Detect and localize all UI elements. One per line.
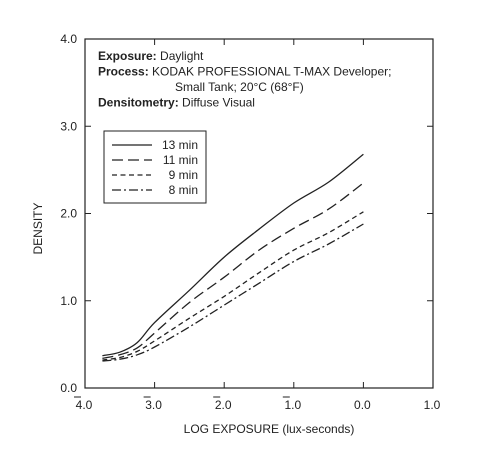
info-line-value: Daylight	[157, 49, 204, 63]
info-line-value: Small Tank; 20°C (68°F)	[175, 80, 304, 94]
info-line: Exposure: Daylight	[98, 49, 204, 63]
y-tick-label: 1.0	[60, 294, 77, 308]
legend-label: 9 min	[169, 168, 198, 182]
series-line-11-min	[102, 182, 364, 359]
x-axis-title: LOG EXPOSURE (lux-seconds)	[184, 422, 355, 436]
info-line: Small Tank; 20°C (68°F)	[175, 80, 304, 94]
y-axis-title: DENSITY	[31, 202, 45, 254]
x-tick-label: 2.0	[215, 398, 232, 412]
x-tick-label: 3.0	[145, 398, 162, 412]
series-line-8-min	[102, 223, 364, 362]
y-tick-label: 0.0	[60, 381, 77, 395]
axes-layer: 0.0 1.0 2.0 3.0 4.0 4.0 3.0 2.0 1.0 0.0 1.0 LOG EXP…	[31, 32, 441, 436]
x-tick-label: 4.0	[76, 398, 93, 412]
info-line-label: Process:	[98, 65, 149, 79]
legend-box	[103, 130, 207, 204]
info-line-label: Exposure:	[98, 49, 157, 63]
info-line-label: Densitometry:	[98, 96, 179, 110]
y-tick-label: 3.0	[60, 119, 77, 133]
legend-label: 8 min	[169, 183, 198, 197]
x-tick-label: 1.0	[284, 398, 301, 412]
info-line: Process: KODAK PROFESSIONAL T-MAX Develo…	[98, 65, 391, 79]
legend-label: 11 min	[163, 153, 198, 167]
info-line-value: Diffuse Visual	[179, 96, 255, 110]
info-box: Exposure: Daylight Process: KODAK PROFESS…	[98, 49, 391, 110]
y-tick-label: 4.0	[60, 32, 77, 46]
x-tick-label: 1.0	[424, 398, 441, 412]
series-layer	[102, 153, 364, 362]
legend-label: 13 min	[162, 138, 198, 152]
x-tick-label: 0.0	[354, 398, 371, 412]
series-line-13-min	[102, 153, 364, 357]
info-line-value: KODAK PROFESSIONAL T-MAX Developer;	[149, 65, 392, 79]
info-line: Densitometry: Diffuse Visual	[98, 96, 255, 110]
y-tick-label: 2.0	[60, 207, 77, 221]
series-line-9-min	[102, 211, 364, 361]
